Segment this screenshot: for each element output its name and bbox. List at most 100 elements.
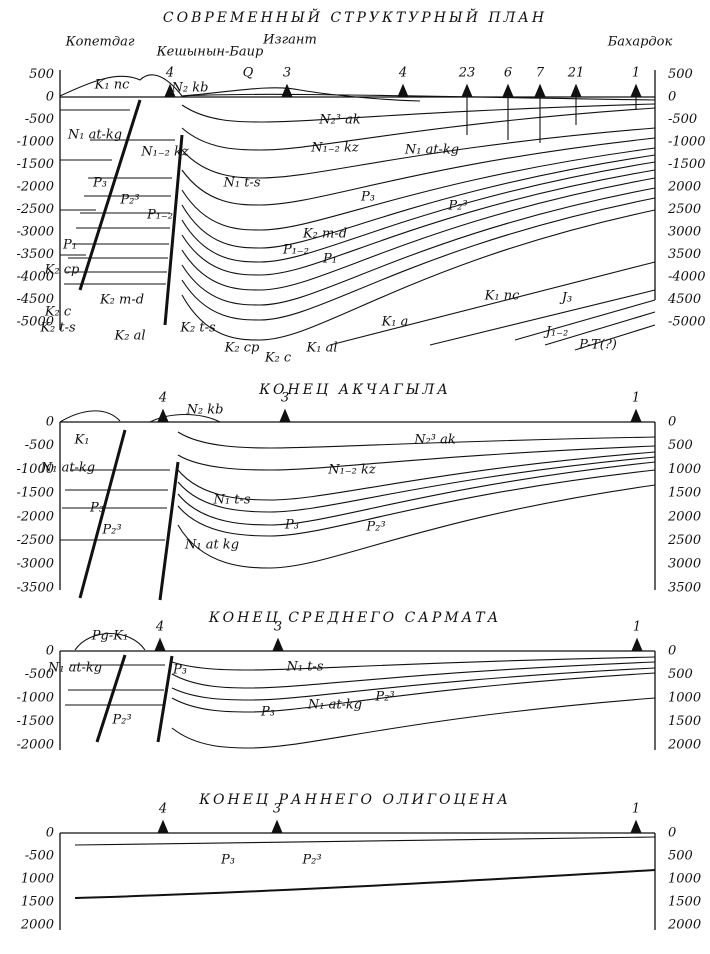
right-axis-label: 0	[668, 415, 676, 430]
well-marker	[279, 408, 291, 423]
well-label: 1	[632, 66, 640, 81]
formation-label: N₁ t-s	[222, 176, 260, 191]
formation-label: J₁₋₂	[543, 325, 569, 340]
left-axis-label: -1000	[17, 135, 54, 150]
well-label: 4	[165, 66, 174, 81]
right-axis-label: 3500	[668, 580, 701, 595]
left-axis-label: -2000	[17, 180, 54, 195]
left-axis-label: 0	[46, 90, 54, 105]
left-axis-label: -500	[25, 112, 54, 127]
right-axis-label: 2000	[667, 509, 701, 524]
well-label: 6	[504, 66, 512, 81]
well-marker	[271, 819, 283, 834]
right-axis-label: 0	[668, 826, 676, 841]
formation-label: K₂ cp	[224, 341, 260, 356]
horizon	[181, 161, 656, 263]
formation-label: N₂ kb	[186, 403, 224, 418]
well-label: 23	[458, 66, 476, 81]
horizon	[177, 451, 656, 501]
horizon	[181, 103, 656, 123]
horizon	[171, 667, 656, 701]
formation-label: P₃	[220, 853, 235, 868]
formation-label: P₂³	[111, 713, 131, 728]
right-axis-label: 2500	[667, 533, 701, 548]
formation-label: P-T(?)	[578, 338, 617, 353]
formation-label: K₁ al	[306, 341, 338, 356]
left-axis-label: -2000	[17, 738, 54, 753]
panel-title: КОНЕЦ СРЕДНЕГО САРМАТА	[208, 610, 501, 626]
horizon	[171, 661, 656, 689]
right-axis-label: 0	[668, 644, 676, 659]
horizon	[181, 209, 656, 341]
formation-label: N₂³ ak	[318, 113, 361, 128]
horizon	[181, 147, 656, 231]
right-axis-label: 500	[668, 667, 693, 682]
formation-label: K₂ al	[114, 329, 146, 344]
well-marker	[272, 637, 284, 652]
well-marker	[157, 408, 169, 423]
formation-label: P₂³	[365, 520, 385, 535]
horizon	[181, 187, 656, 306]
well-marker	[461, 83, 473, 98]
place-name: Изгант	[262, 33, 317, 48]
left-axis-label: -4000	[17, 270, 54, 285]
right-axis-label: 2500	[667, 202, 701, 217]
well-marker	[630, 408, 642, 423]
horizon	[177, 461, 656, 526]
well-label: 4	[155, 620, 164, 635]
right-axis-label: 500	[668, 438, 693, 453]
right-axis-label: 1500	[668, 714, 701, 729]
well-marker	[164, 83, 176, 98]
left-axis-label: -1500	[17, 157, 54, 172]
well-label: 4	[158, 802, 167, 817]
left-axis-label: -1000	[17, 462, 54, 477]
left-axis-label: -3000	[17, 225, 54, 240]
left-axis-label: -500	[25, 667, 54, 682]
formation-label: N₁₋₂ kz	[327, 463, 376, 478]
formation-label: K₂ c	[264, 351, 292, 366]
left-axis-label: 2000	[20, 918, 54, 933]
right-axis-label: 500	[668, 849, 693, 864]
formation-label: K₂ m-d	[99, 293, 144, 308]
formation-label: N₁₋₂ kz	[140, 145, 189, 160]
formation-label: K₁ a	[381, 315, 409, 330]
panel-title: КОНЕЦ АКЧАГЫЛА	[258, 382, 451, 398]
well-marker	[534, 83, 546, 98]
left-axis-label: -1000	[17, 691, 54, 706]
formation-label: J₃	[559, 291, 572, 306]
horizon	[177, 469, 656, 537]
panel-4-geometry	[59, 832, 656, 930]
right-axis-label: 2000	[667, 738, 701, 753]
well-label: 4	[158, 391, 167, 406]
right-axis-label: -4000	[668, 270, 705, 285]
left-axis-label: 0	[46, 826, 54, 841]
horizon	[181, 197, 656, 321]
well-marker	[630, 819, 642, 834]
right-axis-label: 1500	[668, 895, 701, 910]
panel-title: СОВРЕМЕННЫЙ СТРУКТУРНЫЙ ПЛАН	[163, 7, 547, 26]
left-axis-label: -3500	[17, 247, 54, 262]
formation-label: N₁ t-s	[212, 493, 250, 508]
formation-label: K₂ cp	[44, 263, 80, 278]
well-marker	[570, 83, 582, 98]
right-axis-label: 1000	[668, 462, 701, 477]
right-axis-label: 3000	[668, 557, 701, 572]
horizon	[181, 137, 656, 206]
panel-3-geometry	[59, 632, 656, 750]
horizon	[181, 107, 656, 151]
horizon	[171, 672, 656, 713]
formation-label: P₃	[89, 501, 104, 516]
well-label: 1	[632, 802, 640, 817]
formation-label: N₂ kb	[171, 81, 209, 96]
well-marker	[281, 83, 293, 98]
formation-label: K₁ nc	[484, 289, 520, 304]
horizon	[177, 445, 656, 471]
formation-label: P₃	[260, 705, 275, 720]
panel-1-geometry	[59, 70, 656, 351]
formation-label: K₂ m-d	[302, 227, 347, 242]
right-axis-label: 1000	[668, 872, 701, 887]
well-label: 1	[633, 620, 641, 635]
right-axis-label: 1500	[668, 486, 701, 501]
well-marker	[630, 83, 642, 98]
place-name: Бахардок	[607, 35, 673, 50]
